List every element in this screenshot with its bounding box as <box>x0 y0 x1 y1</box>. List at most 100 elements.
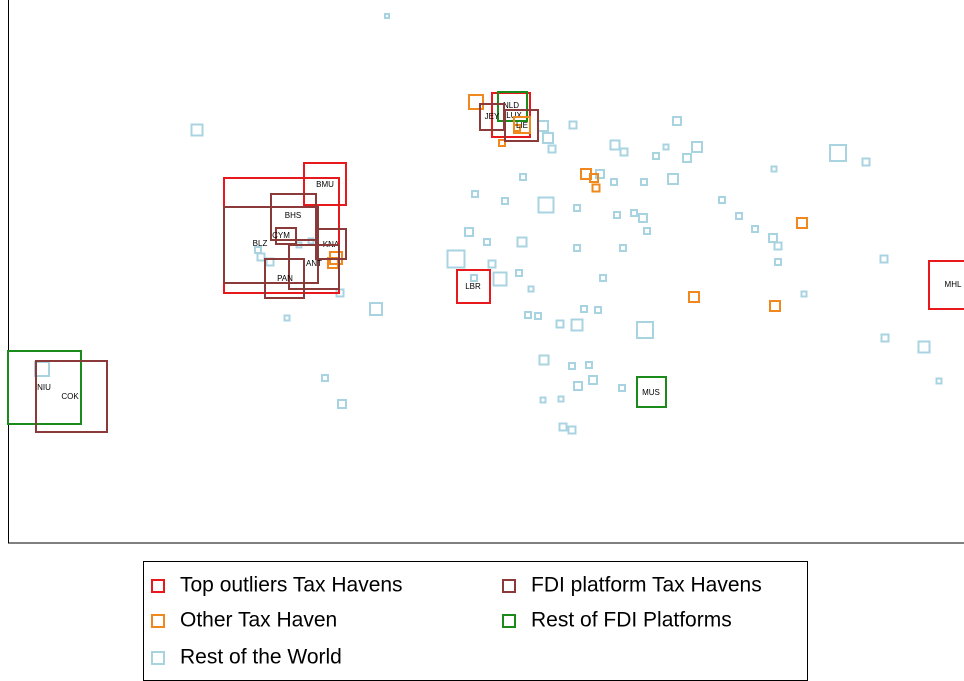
legend-box <box>143 561 808 681</box>
legend-marker <box>151 614 165 628</box>
node-label: LUX <box>506 111 522 120</box>
square-marker <box>537 196 555 214</box>
square-marker <box>589 173 599 183</box>
square-marker <box>537 120 549 132</box>
cluster-square <box>34 361 50 377</box>
square-marker <box>800 290 808 298</box>
square-marker <box>718 196 726 204</box>
square-marker <box>464 227 474 237</box>
square-marker <box>610 178 618 186</box>
square-marker <box>585 361 593 369</box>
square-marker <box>599 274 607 282</box>
legend-label: Rest of the World <box>180 646 342 669</box>
node-square <box>636 376 667 408</box>
node-square <box>35 360 108 433</box>
square-marker <box>917 340 931 354</box>
legend-label: Other Tax Haven <box>180 609 337 632</box>
square-marker <box>254 246 262 254</box>
node-label: MUS <box>642 388 660 397</box>
square-marker <box>570 318 584 332</box>
square-marker <box>256 252 266 262</box>
square-marker <box>580 305 588 313</box>
legend-marker <box>502 579 516 593</box>
background-squares <box>190 13 943 435</box>
node-square <box>504 109 539 142</box>
square-marker <box>573 244 581 252</box>
node-square <box>264 258 305 299</box>
square-marker <box>492 271 508 287</box>
square-marker <box>538 354 550 366</box>
square-marker <box>501 197 509 205</box>
square-marker <box>519 173 527 181</box>
square-marker <box>567 425 577 435</box>
square-marker <box>672 116 682 126</box>
node-label: CYM <box>272 231 290 240</box>
node-label: LBR <box>465 282 481 291</box>
square-marker <box>769 300 781 312</box>
square-marker <box>384 13 390 19</box>
square-marker <box>935 377 943 385</box>
node-square <box>497 91 528 122</box>
square-marker <box>539 396 547 404</box>
square-marker <box>470 274 478 282</box>
square-marker <box>662 143 670 151</box>
square-marker <box>880 333 890 343</box>
square-marker <box>542 132 554 144</box>
square-marker <box>515 269 523 277</box>
square-marker <box>636 321 654 339</box>
square-marker <box>682 153 692 163</box>
node-label: ANT <box>306 259 322 268</box>
plot-frame <box>8 0 964 544</box>
node-square <box>303 162 347 206</box>
square-marker <box>640 178 648 186</box>
square-marker <box>613 211 621 219</box>
node-label: MHL <box>945 280 962 289</box>
node-label: JEY <box>485 112 500 121</box>
node-label: NLD <box>503 101 519 110</box>
square-marker <box>283 314 291 322</box>
square-marker <box>751 225 759 233</box>
square-marker <box>557 395 565 403</box>
node-label: BMU <box>316 180 334 189</box>
square-marker <box>527 285 535 293</box>
square-marker <box>498 139 506 147</box>
node-square <box>7 350 82 425</box>
square-marker <box>487 259 497 269</box>
node-label: BHS <box>285 211 301 220</box>
square-marker <box>796 217 808 229</box>
node-square <box>275 227 297 245</box>
square-marker <box>773 241 783 251</box>
square-marker <box>588 375 598 385</box>
square-marker <box>369 302 383 316</box>
square-marker <box>861 157 871 167</box>
square-marker <box>547 144 557 154</box>
node-square <box>456 269 491 304</box>
square-marker <box>558 422 568 432</box>
node-square <box>270 193 317 241</box>
square-marker <box>524 311 532 319</box>
node-square <box>928 260 964 310</box>
square-marker <box>619 147 629 157</box>
square-marker <box>829 144 847 162</box>
square-marker <box>516 236 528 248</box>
square-marker <box>573 381 583 391</box>
node-label: LIE <box>516 121 528 130</box>
square-marker <box>691 141 703 153</box>
legend-label: Top outliers Tax Havens <box>180 574 403 597</box>
node-label: COK <box>61 392 79 401</box>
legend: Top outliers Tax Havens FDI platform Tax … <box>151 574 762 669</box>
legend-label: Rest of FDI Platforms <box>531 609 732 632</box>
legend-marker <box>151 579 165 593</box>
square-marker <box>568 120 578 130</box>
legend-label: FDI platform Tax Havens <box>531 574 762 597</box>
square-marker <box>768 233 778 243</box>
square-marker <box>688 291 700 303</box>
node-label: NIU <box>37 383 51 392</box>
node-square <box>513 116 531 134</box>
square-marker <box>337 399 347 409</box>
square-marker <box>591 183 601 193</box>
node-label: PAN <box>277 274 293 283</box>
square-marker <box>735 212 743 220</box>
square-marker <box>321 374 329 382</box>
